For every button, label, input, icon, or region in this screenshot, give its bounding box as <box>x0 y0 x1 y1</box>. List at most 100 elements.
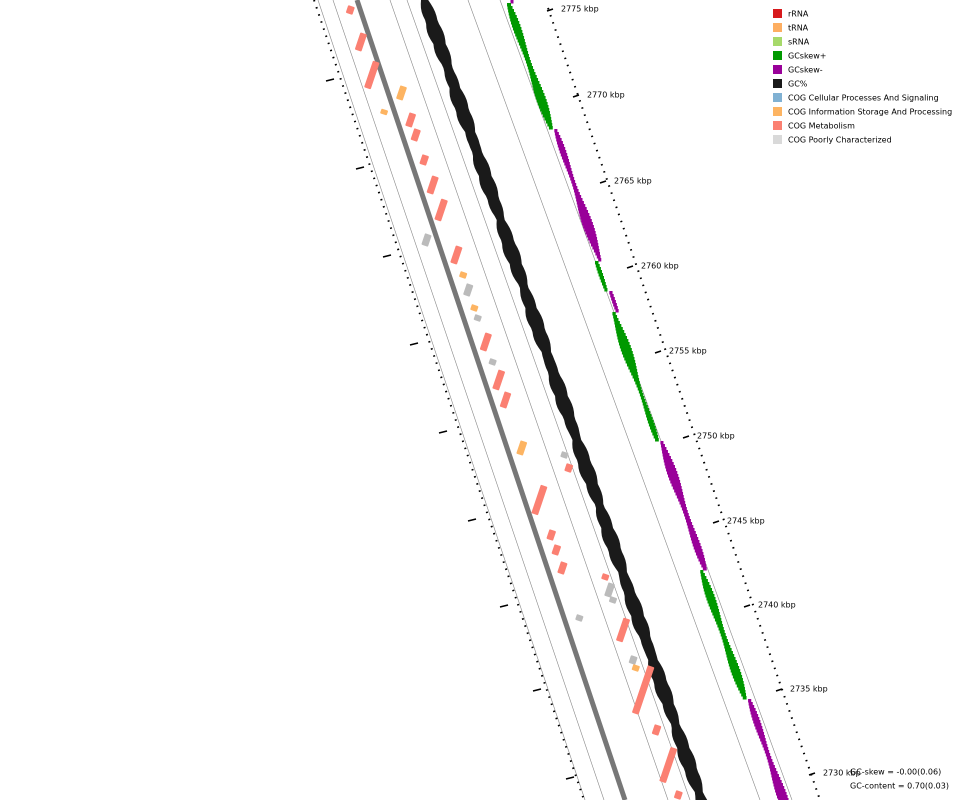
gc-skew-plot <box>638 390 643 394</box>
gene-feature <box>354 32 367 52</box>
gc-skew-plot <box>676 495 684 499</box>
legend-label: COG Poorly Characterized <box>788 136 892 145</box>
gene-feature <box>434 198 448 222</box>
gc-skew-plot <box>523 54 529 58</box>
gene-feature <box>479 332 492 352</box>
gc-skew-plot <box>663 459 673 463</box>
gc-skew-plot <box>583 225 594 229</box>
legend-swatch <box>773 121 782 130</box>
gc-skew-plot <box>578 207 587 211</box>
gc-skew-plot <box>666 468 677 472</box>
gc-skew-plot <box>686 522 693 526</box>
gene-feature <box>516 440 528 456</box>
gc-skew-plot <box>537 102 548 106</box>
gc-skew-plot <box>534 93 545 97</box>
gc-skew-plot <box>567 171 573 175</box>
gene-feature <box>551 544 561 556</box>
gc-skew-plot <box>520 45 527 49</box>
gc-skew-plot <box>701 576 707 580</box>
gc-skew-plot <box>555 135 561 139</box>
gc-skew-plot <box>596 267 601 271</box>
legend-swatch <box>773 79 782 88</box>
gc-skew-plot <box>508 9 515 13</box>
gc-skew-plot <box>684 513 689 517</box>
legend-swatch <box>773 37 782 46</box>
gc-skew-plot <box>729 666 740 670</box>
gc-skew-plot <box>566 168 572 172</box>
gc-skew-plot <box>723 642 730 646</box>
backbone <box>354 0 628 800</box>
gc-skew-plot <box>752 717 760 721</box>
gc-skew-plot <box>558 147 566 151</box>
gc-skew-plot <box>600 279 605 283</box>
legend-label: COG Metabolism <box>788 122 855 131</box>
gc-skew-plot <box>538 105 549 109</box>
gene-feature <box>531 484 548 516</box>
gc-skew-plot <box>695 552 704 556</box>
gc-skew-plot <box>632 375 639 379</box>
gc-skew-plot <box>719 630 725 634</box>
gc-skew-plot <box>770 771 778 775</box>
legend-label: GC% <box>788 80 808 89</box>
gc-skew-plot <box>712 612 720 616</box>
gc-skew-plot <box>770 768 777 772</box>
gc-skew-plot <box>700 573 705 577</box>
gc-skew-plot <box>579 213 590 217</box>
gc-skew-plot <box>691 540 700 544</box>
gc-skew-plot <box>613 303 617 307</box>
gc-skew-plot <box>726 654 735 658</box>
gene-feature <box>616 617 630 643</box>
gc-skew-plot <box>727 657 736 661</box>
gene-feature <box>557 561 568 575</box>
gc-skew-plot <box>720 633 726 637</box>
gene-feature <box>345 5 355 15</box>
gene-feature <box>450 245 463 265</box>
gc-skew-plot <box>584 228 595 232</box>
gene-feature <box>659 747 678 783</box>
gc-skew-plot <box>574 192 580 196</box>
gc-skew-plot <box>730 669 741 673</box>
gc-skew-plot <box>524 57 530 61</box>
gc-skew-plot <box>739 690 746 694</box>
gc-skew-plot <box>512 27 522 31</box>
gc-skew-plot <box>507 3 512 7</box>
gc-skew-plot <box>718 627 724 631</box>
gene-feature <box>651 724 662 736</box>
gc-content-plot <box>420 0 708 800</box>
track-line <box>389 0 669 800</box>
gc-skew-plot <box>560 153 568 157</box>
gc-skew-plot <box>615 309 619 313</box>
gc-skew-plot <box>640 396 645 400</box>
gc-skew-plot <box>613 318 619 322</box>
inner-tick <box>355 166 365 170</box>
gc-skew-plot <box>554 132 559 136</box>
gc-skew-plot <box>694 549 703 553</box>
gc-skew-plot <box>765 753 771 757</box>
ruler-tick <box>572 94 580 98</box>
gc-skew-plot <box>731 672 742 676</box>
gc-skew-plot <box>577 204 586 208</box>
gc-skew-plot <box>516 36 525 40</box>
ruler-tick <box>743 604 751 608</box>
gc-skew-plot <box>563 159 570 163</box>
gene-feature <box>410 128 421 142</box>
gc-skew-plot <box>535 96 546 100</box>
gc-skew-plot <box>561 156 569 160</box>
gc-skew-plot <box>616 333 626 337</box>
gc-skew-plot <box>714 618 722 622</box>
inner-tick <box>382 254 392 258</box>
gc-skew-plot <box>751 714 759 718</box>
gc-skew-plot <box>646 414 652 418</box>
gc-skew-plot <box>594 261 599 265</box>
gc-skew-plot <box>705 594 715 598</box>
ruler-tick <box>599 180 607 184</box>
gc-skew-plot <box>772 777 781 781</box>
gc-skew-plot <box>681 507 687 511</box>
gc-skew-plot <box>508 12 516 16</box>
legend-label: GCskew- <box>788 66 823 75</box>
gc-skew-plot <box>518 42 526 46</box>
gc-skew-plot <box>647 420 654 424</box>
gc-skew-plot <box>692 543 701 547</box>
gc-skew-plot <box>724 645 731 649</box>
legend-label: tRNA <box>788 24 809 33</box>
